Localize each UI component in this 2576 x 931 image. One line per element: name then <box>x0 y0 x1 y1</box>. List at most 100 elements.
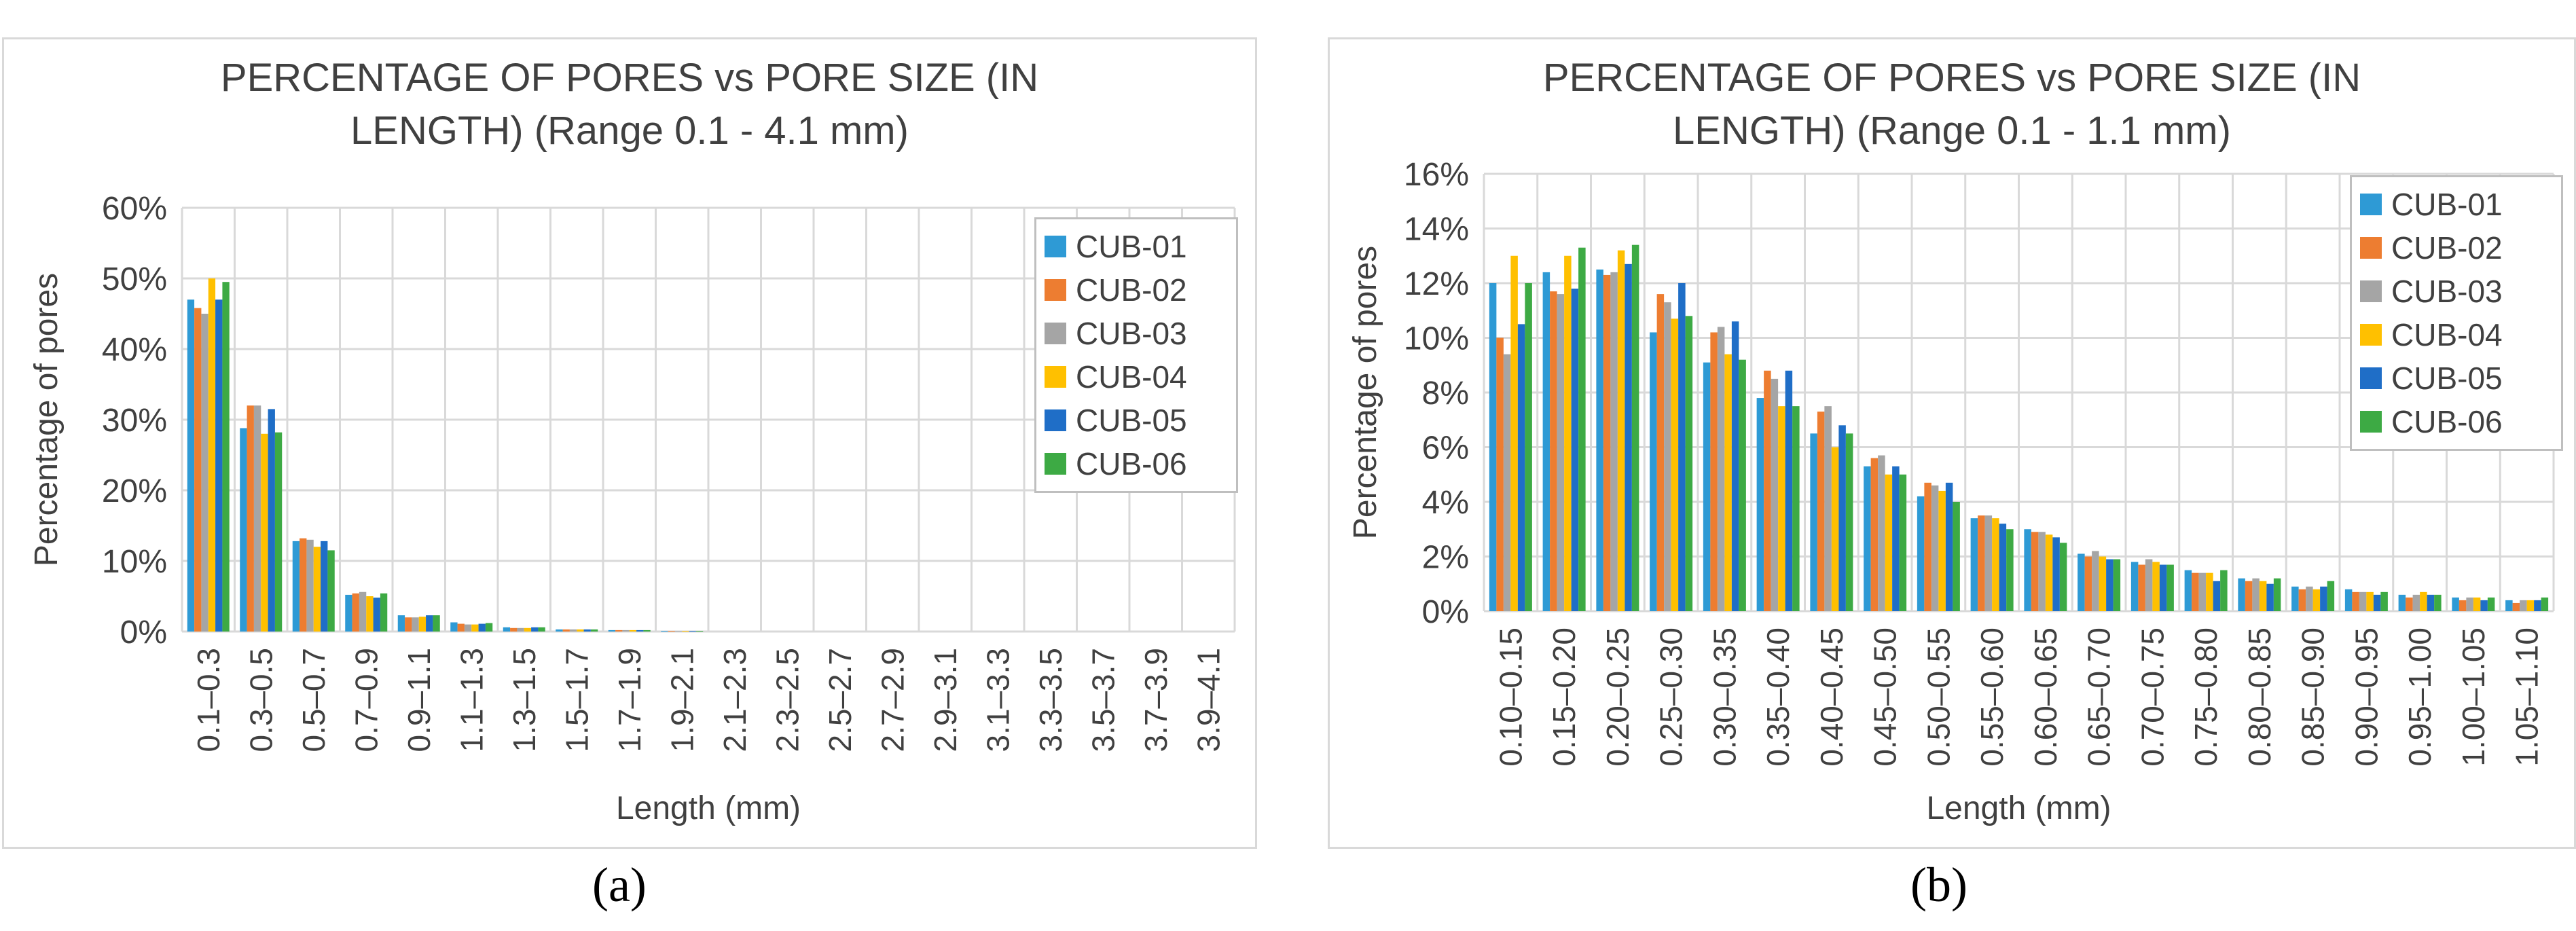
bar <box>695 630 704 632</box>
bar <box>1917 496 1925 611</box>
bar <box>1710 332 1718 611</box>
panel-caption-a: (a) <box>592 858 647 912</box>
bar <box>1731 321 1739 611</box>
x-tick-label: 2.3–2.5 <box>769 648 805 752</box>
bar <box>629 629 637 632</box>
bar <box>1724 354 1732 611</box>
x-tick-label: 0.70–0.75 <box>2135 627 2170 767</box>
bar <box>1685 316 1693 611</box>
bar <box>1978 515 1985 611</box>
bar <box>2078 553 2085 611</box>
legend-swatch <box>2360 411 2382 433</box>
bar <box>2320 586 2327 611</box>
bar <box>2352 591 2359 611</box>
bar <box>1510 255 1518 611</box>
bar <box>412 617 419 632</box>
x-tick-label: 2.5–2.7 <box>822 648 858 752</box>
y-tick-label: 0% <box>1422 594 1469 630</box>
bar <box>2130 562 2139 611</box>
bar <box>2198 572 2207 611</box>
x-tick-label: 0.25–0.30 <box>1654 627 1689 767</box>
bar <box>1596 269 1603 611</box>
bar <box>306 539 314 632</box>
y-tick-label: 50% <box>102 261 167 297</box>
y-tick-label: 16% <box>1404 157 1469 193</box>
bar <box>1870 458 1879 611</box>
bar <box>215 299 223 632</box>
bar <box>2138 564 2145 611</box>
bar <box>1924 482 1931 611</box>
bar <box>1625 263 1632 611</box>
bar <box>615 629 623 632</box>
x-tick-label: 0.5–0.7 <box>296 648 331 752</box>
bar <box>1899 474 1907 611</box>
bar <box>208 278 216 632</box>
bar <box>2380 591 2388 611</box>
bar <box>450 622 458 632</box>
x-tick-label: 0.90–0.95 <box>2348 627 2384 767</box>
legend-label: CUB-05 <box>2391 361 2503 396</box>
y-tick-label: 6% <box>1422 431 1469 467</box>
x-axis-label: Length (mm) <box>616 790 801 826</box>
bar <box>2359 591 2367 611</box>
x-tick-label: 0.35–0.40 <box>1760 627 1796 767</box>
bar <box>2512 602 2520 611</box>
y-tick-label: 40% <box>102 332 167 368</box>
bar <box>2520 600 2527 611</box>
y-tick-label: 8% <box>1422 376 1469 412</box>
bar <box>1892 466 1900 611</box>
bar <box>397 615 405 632</box>
bar <box>1717 327 1725 611</box>
x-tick-label: 3.9–4.1 <box>1191 648 1226 752</box>
bar <box>1864 466 1871 611</box>
x-tick-label: 0.3–0.5 <box>243 648 278 752</box>
bar <box>366 596 374 632</box>
y-tick-label: 10% <box>1404 321 1469 357</box>
legend-swatch <box>2360 280 2382 302</box>
legend-item: CUB-02 <box>2360 226 2550 270</box>
chart-title-line-2: LENGTH) (Range 0.1 - 4.1 mm) <box>350 109 909 153</box>
bar <box>608 629 616 632</box>
y-tick-label: 0% <box>120 615 167 651</box>
x-tick-label: 0.65–0.70 <box>2082 627 2117 767</box>
y-tick-label: 14% <box>1404 212 1469 248</box>
x-tick-label: 1.05–1.10 <box>2509 627 2545 767</box>
bar <box>1970 518 1978 611</box>
bar <box>2152 562 2160 611</box>
bar <box>313 547 321 632</box>
legend-item: CUB-06 <box>2360 400 2550 443</box>
bar <box>2006 529 2014 611</box>
x-tick-label: 0.15–0.20 <box>1546 627 1582 767</box>
bar <box>674 630 683 632</box>
bar <box>274 432 283 632</box>
bar <box>531 627 539 632</box>
legend-label: CUB-06 <box>1076 446 1187 481</box>
bar <box>2466 597 2473 611</box>
bar <box>1810 433 1817 611</box>
bar <box>1764 370 1771 611</box>
legend-item: CUB-02 <box>1045 268 1225 312</box>
legend-item: CUB-04 <box>1045 355 1225 399</box>
y-tick-label: 60% <box>102 191 167 227</box>
bar <box>2312 589 2321 611</box>
x-tick-label: 0.1–0.3 <box>191 648 226 752</box>
legend-swatch <box>2360 194 2382 215</box>
bar <box>327 550 335 632</box>
bar <box>1703 362 1711 611</box>
panel-caption-b: (b) <box>1910 858 1967 912</box>
bar <box>2526 600 2535 611</box>
x-tick-label: 3.1–3.3 <box>980 648 1015 752</box>
bar <box>1678 283 1686 611</box>
bar <box>1496 337 1504 611</box>
x-tick-label: 3.3–3.5 <box>1033 648 1068 752</box>
chart-panel-b: PERCENTAGE OF PORES vs PORE SIZE (IN LEN… <box>1328 37 2576 849</box>
bar <box>471 624 479 632</box>
bar <box>2059 543 2067 611</box>
bar <box>1945 482 1953 611</box>
bar <box>2344 589 2353 611</box>
bar <box>1938 490 1946 611</box>
bar <box>253 405 261 632</box>
x-tick-label: 0.50–0.55 <box>1921 627 1956 767</box>
bar <box>1931 485 1939 611</box>
bar <box>556 629 563 632</box>
